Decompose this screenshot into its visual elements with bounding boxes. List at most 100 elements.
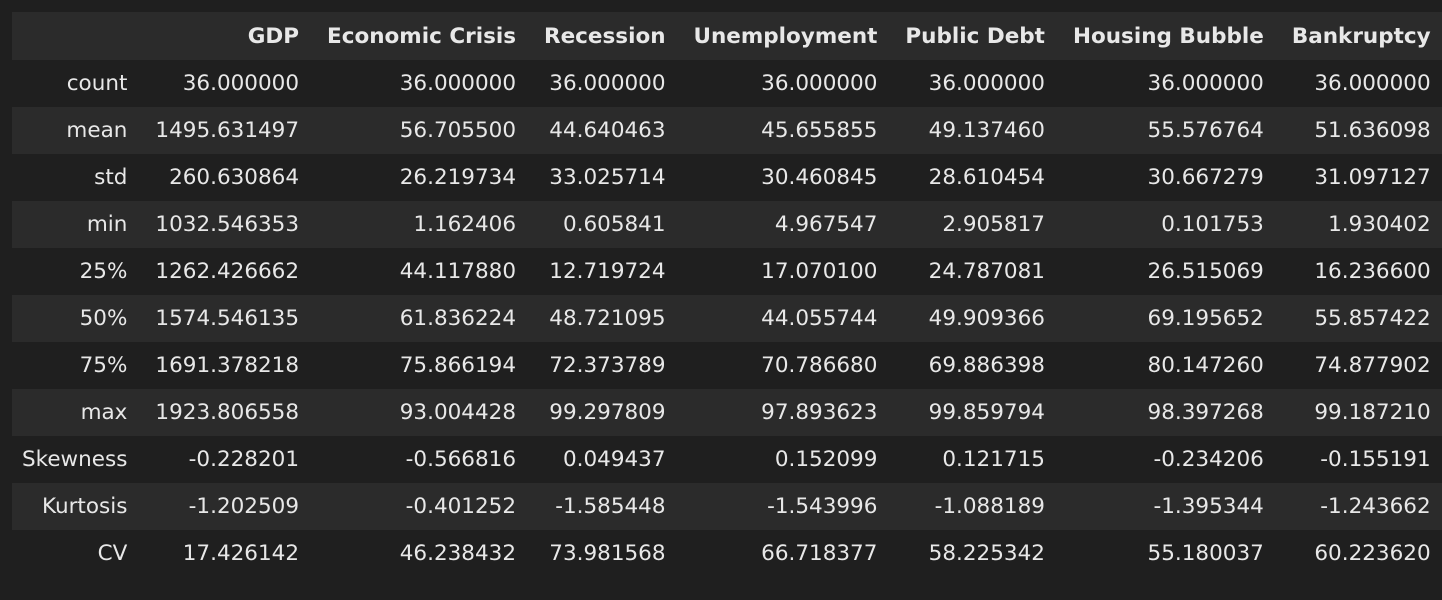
table-cell: 49.909366	[928, 306, 1045, 331]
table-cell: 24.787081	[928, 259, 1045, 284]
table-cell: 1923.806558	[155, 400, 300, 425]
table-cell: -0.228201	[188, 447, 300, 472]
table-cell: 1495.631497	[155, 118, 300, 143]
table-cell: 30.460845	[761, 165, 878, 190]
table-cell: 45.655855	[761, 118, 878, 143]
row-index-label: CV	[97, 541, 128, 566]
table-cell: 1.930402	[1328, 212, 1431, 237]
table-cell: -1.202509	[188, 494, 300, 519]
table-cell: -1.585448	[555, 494, 666, 519]
table-cell: 36.000000	[1147, 71, 1264, 96]
table-cell: -1.543996	[767, 494, 878, 519]
table-cell: -1.088189	[934, 494, 1045, 519]
table-cell: 0.605841	[562, 212, 666, 237]
column-header-gdp: GDP	[141, 12, 314, 60]
table-cell: 1691.378218	[155, 353, 300, 378]
table-cell: 36.000000	[761, 71, 878, 96]
index-header	[12, 12, 142, 60]
table-cell: 36.000000	[1314, 71, 1431, 96]
table-cell: 74.877902	[1314, 353, 1431, 378]
table-cell: 73.981568	[549, 541, 666, 566]
table-row: CV 17.426142 46.238432 73.981568 66.718377 58…	[12, 530, 1442, 577]
table-cell: 48.721095	[549, 306, 666, 331]
table-cell: 17.426142	[182, 541, 300, 566]
row-index-label: mean	[66, 118, 128, 143]
table-cell: 1032.546353	[155, 212, 300, 237]
table-cell: 93.004428	[399, 400, 517, 425]
row-index-label: min	[86, 212, 128, 237]
table-cell: 30.667279	[1147, 165, 1264, 190]
table-row: 50% 1574.546135 61.836224 48.721095 44.05574…	[12, 295, 1442, 342]
table-cell: 72.373789	[549, 353, 666, 378]
header-row: GDP Economic Crisis Recession Unemployme…	[12, 12, 1442, 60]
table-cell: 97.893623	[761, 400, 878, 425]
table-cell: 99.297809	[549, 400, 666, 425]
table-cell: 55.857422	[1314, 306, 1431, 331]
column-header-unemployment: Unemployment	[679, 12, 892, 60]
table-cell: -1.395344	[1153, 494, 1264, 519]
table-cell: 99.187210	[1314, 400, 1431, 425]
table-cell: 31.097127	[1314, 165, 1431, 190]
table-cell: -0.234206	[1153, 447, 1264, 472]
table-cell: 0.049437	[562, 447, 666, 472]
table-cell: 1.162406	[413, 212, 517, 237]
table-row: Kurtosis -1.202509 -0.401252 -1.585448 -1.54…	[12, 483, 1442, 530]
table-cell: 66.718377	[761, 541, 878, 566]
table-cell: 61.836224	[399, 306, 517, 331]
table-row: std 260.630864 26.219734 33.025714 30.460845…	[12, 154, 1442, 201]
row-index-label: 50%	[79, 306, 128, 331]
row-index-label: 25%	[79, 259, 128, 284]
table-cell: 44.117880	[399, 259, 517, 284]
table-cell: 69.886398	[928, 353, 1045, 378]
table-cell: 260.630864	[169, 165, 300, 190]
table-cell: 55.576764	[1147, 118, 1264, 143]
table-cell: 44.640463	[549, 118, 666, 143]
table-cell: -0.566816	[405, 447, 517, 472]
column-header-bankruptcy: Bankruptcy	[1277, 12, 1442, 60]
row-index-label: Skewness	[22, 447, 128, 472]
column-header-public-debt: Public Debt	[891, 12, 1059, 60]
column-header-recession: Recession	[530, 12, 680, 60]
table-cell: 1574.546135	[155, 306, 300, 331]
table-cell: 70.786680	[761, 353, 878, 378]
table-cell: 55.180037	[1147, 541, 1264, 566]
row-index-label: count	[66, 71, 128, 96]
table-cell: 58.225342	[928, 541, 1045, 566]
table-cell: 26.515069	[1147, 259, 1264, 284]
table-cell: 36.000000	[928, 71, 1045, 96]
table-cell: 80.147260	[1147, 353, 1264, 378]
table-cell: 1262.426662	[155, 259, 300, 284]
table-cell: 0.152099	[774, 447, 878, 472]
table-cell: -1.243662	[1320, 494, 1431, 519]
table-cell: 17.070100	[761, 259, 878, 284]
table-cell: 2.905817	[942, 212, 1045, 237]
table-cell: 98.397268	[1147, 400, 1264, 425]
table-cell: 49.137460	[928, 118, 1045, 143]
dataframe-output: GDP Economic Crisis Recession Unemployme…	[12, 12, 1442, 577]
table-cell: 36.000000	[182, 71, 300, 96]
table-cell: 0.101753	[1161, 212, 1264, 237]
table-cell: 36.000000	[549, 71, 666, 96]
table-cell: 4.967547	[774, 212, 878, 237]
table-cell: 75.866194	[399, 353, 517, 378]
table-cell: 16.236600	[1314, 259, 1431, 284]
table-row: 75% 1691.378218 75.866194 72.373789 70.78668…	[12, 342, 1442, 389]
table-row: 25% 1262.426662 44.117880 12.719724 17.07010…	[12, 248, 1442, 295]
table-cell: 33.025714	[549, 165, 666, 190]
column-header-economic-crisis: Economic Crisis	[313, 12, 531, 60]
statistics-table: GDP Economic Crisis Recession Unemployme…	[12, 12, 1442, 577]
table-row: Skewness -0.228201 -0.566816 0.049437 0.1520…	[12, 436, 1442, 483]
table-cell: 26.219734	[399, 165, 517, 190]
table-row: count 36.000000 36.000000 36.000000 36.00000…	[12, 60, 1442, 107]
table-cell: 36.000000	[399, 71, 517, 96]
table-cell: -0.401252	[405, 494, 517, 519]
column-header-housing-bubble: Housing Bubble	[1058, 12, 1278, 60]
table-row: min 1032.546353 1.162406 0.605841 4.967547 2.…	[12, 201, 1442, 248]
table-cell: 56.705500	[399, 118, 517, 143]
table-cell: 0.121715	[942, 447, 1045, 472]
table-cell: 51.636098	[1314, 118, 1431, 143]
row-index-label: 75%	[79, 353, 128, 378]
table-cell: 46.238432	[399, 541, 517, 566]
table-cell: 44.055744	[761, 306, 878, 331]
table-cell: 99.859794	[928, 400, 1045, 425]
